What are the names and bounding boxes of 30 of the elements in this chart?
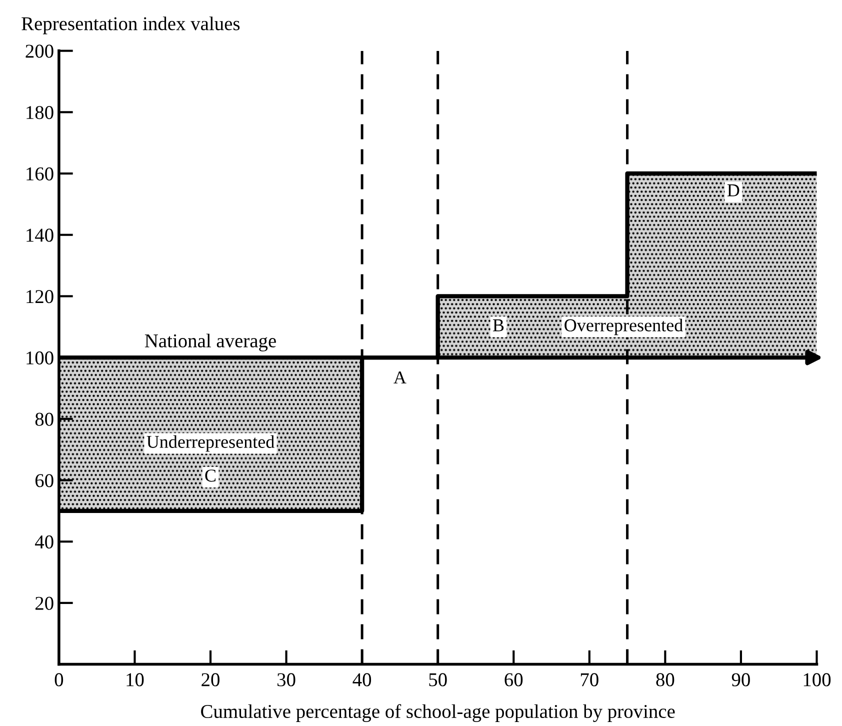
y-tick-label: 120 (26, 290, 54, 304)
x-axis-title: Cumulative percentage of school-age population by province (201, 704, 675, 722)
x-tick-label: 100 (804, 673, 831, 686)
annotation: Underrepresented (146, 435, 274, 452)
x-tick-label: 80 (656, 673, 674, 686)
y-tick-label: 140 (26, 228, 54, 242)
y-tick-label: 200 (26, 44, 54, 58)
annotation: Overrepresented (564, 318, 683, 336)
y-tick-label: 180 (26, 106, 54, 120)
y-tick-label: 40 (35, 535, 54, 549)
annotation: C (205, 470, 216, 482)
x-tick-label: 40 (352, 673, 372, 686)
x-tick-label: 0 (54, 673, 64, 686)
x-tick-label: 90 (732, 673, 750, 686)
x-tick-label: 30 (277, 673, 296, 686)
y-tick-label: 80 (35, 412, 54, 426)
x-tick-label: 50 (429, 673, 447, 686)
x-tick-label: 70 (580, 673, 598, 686)
x-tick-label: 20 (202, 673, 220, 686)
annotation: A (394, 371, 406, 384)
y-tick-label: 100 (26, 351, 54, 364)
x-tick-label: 10 (126, 673, 144, 686)
y-axis-title: Representation index values (22, 16, 240, 34)
y-tick-label: 60 (35, 474, 54, 488)
y-tick-label: 20 (35, 596, 54, 610)
x-tick-label: 60 (504, 673, 523, 686)
annotation: D (727, 184, 740, 196)
annotation: B (492, 319, 504, 332)
y-tick-label: 160 (26, 167, 54, 180)
ref-line-label: National average (144, 334, 276, 352)
